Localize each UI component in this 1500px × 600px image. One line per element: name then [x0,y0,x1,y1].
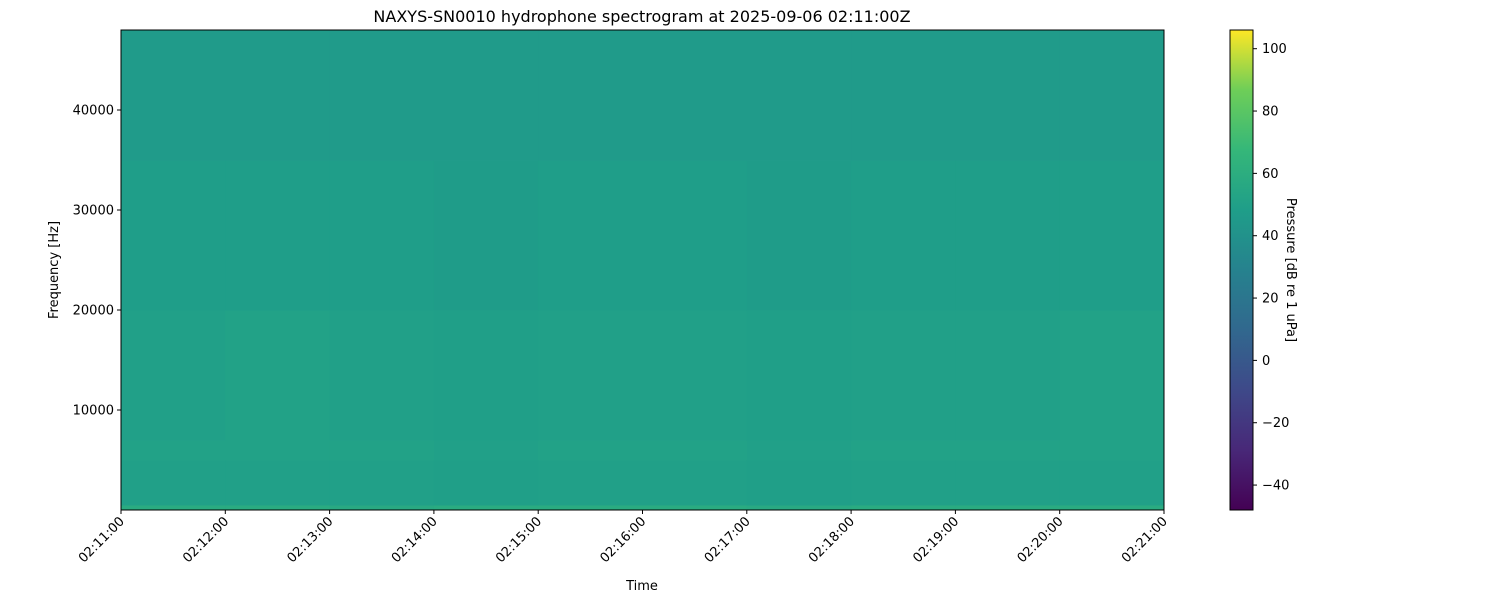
heatmap-cell [746,30,852,161]
y-tick-label: 30000 [73,204,114,219]
heatmap-cell [538,310,643,441]
heatmap-cell [642,30,748,161]
heatmap-cell [433,160,539,311]
colorbar-tick-label: 100 [1262,42,1287,57]
heatmap-cell [433,505,539,511]
heatmap-cell [225,30,331,161]
y-axis-label: Frequency [Hz] [47,221,62,319]
heatmap-cell [225,310,331,441]
y-tick-label: 20000 [73,304,114,319]
heatmap-cell [433,30,539,161]
heatmap-cell [225,460,331,506]
heatmap-cell [1059,310,1165,441]
x-tick-label: 02:11:00 [76,514,128,566]
heatmap-cell [746,310,852,441]
colorbar-label: Pressure [dB re 1 uPa] [1283,198,1298,342]
x-tick-label: 02:15:00 [493,514,545,566]
x-tick-label: 02:18:00 [806,514,858,566]
heatmap-cell [225,160,331,311]
heatmap-cell [1059,505,1165,511]
heatmap-cell [121,160,226,311]
heatmap-cell [746,460,852,506]
colorbar-tick-label: 80 [1262,105,1279,120]
y-tick-label: 40000 [73,104,114,119]
heatmap-cell [851,160,956,311]
heatmap-cell [1059,460,1165,506]
x-tick-label: 02:12:00 [180,514,232,566]
heatmap-cell [433,460,539,506]
y-axis: 10000 20000 30000 40000 [73,104,121,419]
heatmap-cell [433,310,539,441]
heatmap-cell [121,310,226,441]
colorbar-tick-label: 40 [1262,229,1279,244]
heatmap-cell [851,30,956,161]
heatmap-cell [121,440,226,461]
heatmap-cell [225,440,331,461]
heatmap-cell [538,160,643,311]
heatmap-cell [538,505,643,511]
heatmap-cell [329,310,435,441]
x-tick-label: 02:20:00 [1015,514,1067,566]
heatmap-cell [329,440,435,461]
x-tick-label: 02:21:00 [1119,514,1171,566]
heatmap-cell [851,310,956,441]
heatmap-cell [642,160,748,311]
heatmap-cell [642,440,748,461]
colorbar-tick-label: 0 [1262,354,1270,369]
heatmap-cell [1059,30,1165,161]
heatmap-cell [955,310,1061,441]
heatmap-cell [1059,440,1165,461]
y-tick-label: 10000 [73,404,114,419]
heatmap-cell [1059,160,1165,311]
heatmap-cell [851,505,956,511]
x-tick-label: 02:19:00 [910,514,962,566]
heatmap-cell [955,460,1061,506]
colorbar-tick-label: 20 [1262,292,1279,307]
colorbar-tick-label: −40 [1262,479,1289,494]
heatmap-cell [433,440,539,461]
colorbar-tick-label: −20 [1262,416,1289,431]
heatmap-cell [955,440,1061,461]
heatmap-cell [955,505,1061,511]
x-tick-label: 02:14:00 [389,514,441,566]
heatmap-cell [329,460,435,506]
heatmap-cell [538,440,643,461]
colorbar [1229,29,1254,511]
x-axis-label: Time [625,579,658,594]
heatmap-cell [851,460,956,506]
heatmap-cell [121,30,226,161]
heatmap-cell [121,460,226,506]
colorbar-tick-label: 60 [1262,167,1279,182]
heatmap-cell [329,30,435,161]
heatmap-cell [746,160,852,311]
heatmap-cell [329,505,435,511]
heatmap-cell [225,505,331,511]
heatmap-cell [329,160,435,311]
chart-title: NAXYS-SN0010 hydrophone spectrogram at 2… [373,7,910,26]
heatmap-cell [642,310,748,441]
heatmap-cell [955,160,1061,311]
heatmap-cell [538,460,643,506]
heatmap-cell [642,460,748,506]
heatmap-cell [746,505,852,511]
heatmap-cell [642,505,748,511]
x-tick-label: 02:13:00 [285,514,337,566]
heatmap-cell [851,440,956,461]
heatmap-cell [746,440,852,461]
x-tick-label: 02:16:00 [597,514,649,566]
colorbar-axis: −40 −20 0 20 40 60 80 100 [1253,42,1289,494]
heatmap-cell [538,30,643,161]
heatmap-cells [121,30,1165,511]
heatmap-cell [121,505,226,511]
heatmap-cell [955,30,1061,161]
x-axis: 02:11:00 02:12:00 02:13:00 02:14:00 02:15:00… [76,510,1171,566]
x-tick-label: 02:17:00 [702,514,754,566]
